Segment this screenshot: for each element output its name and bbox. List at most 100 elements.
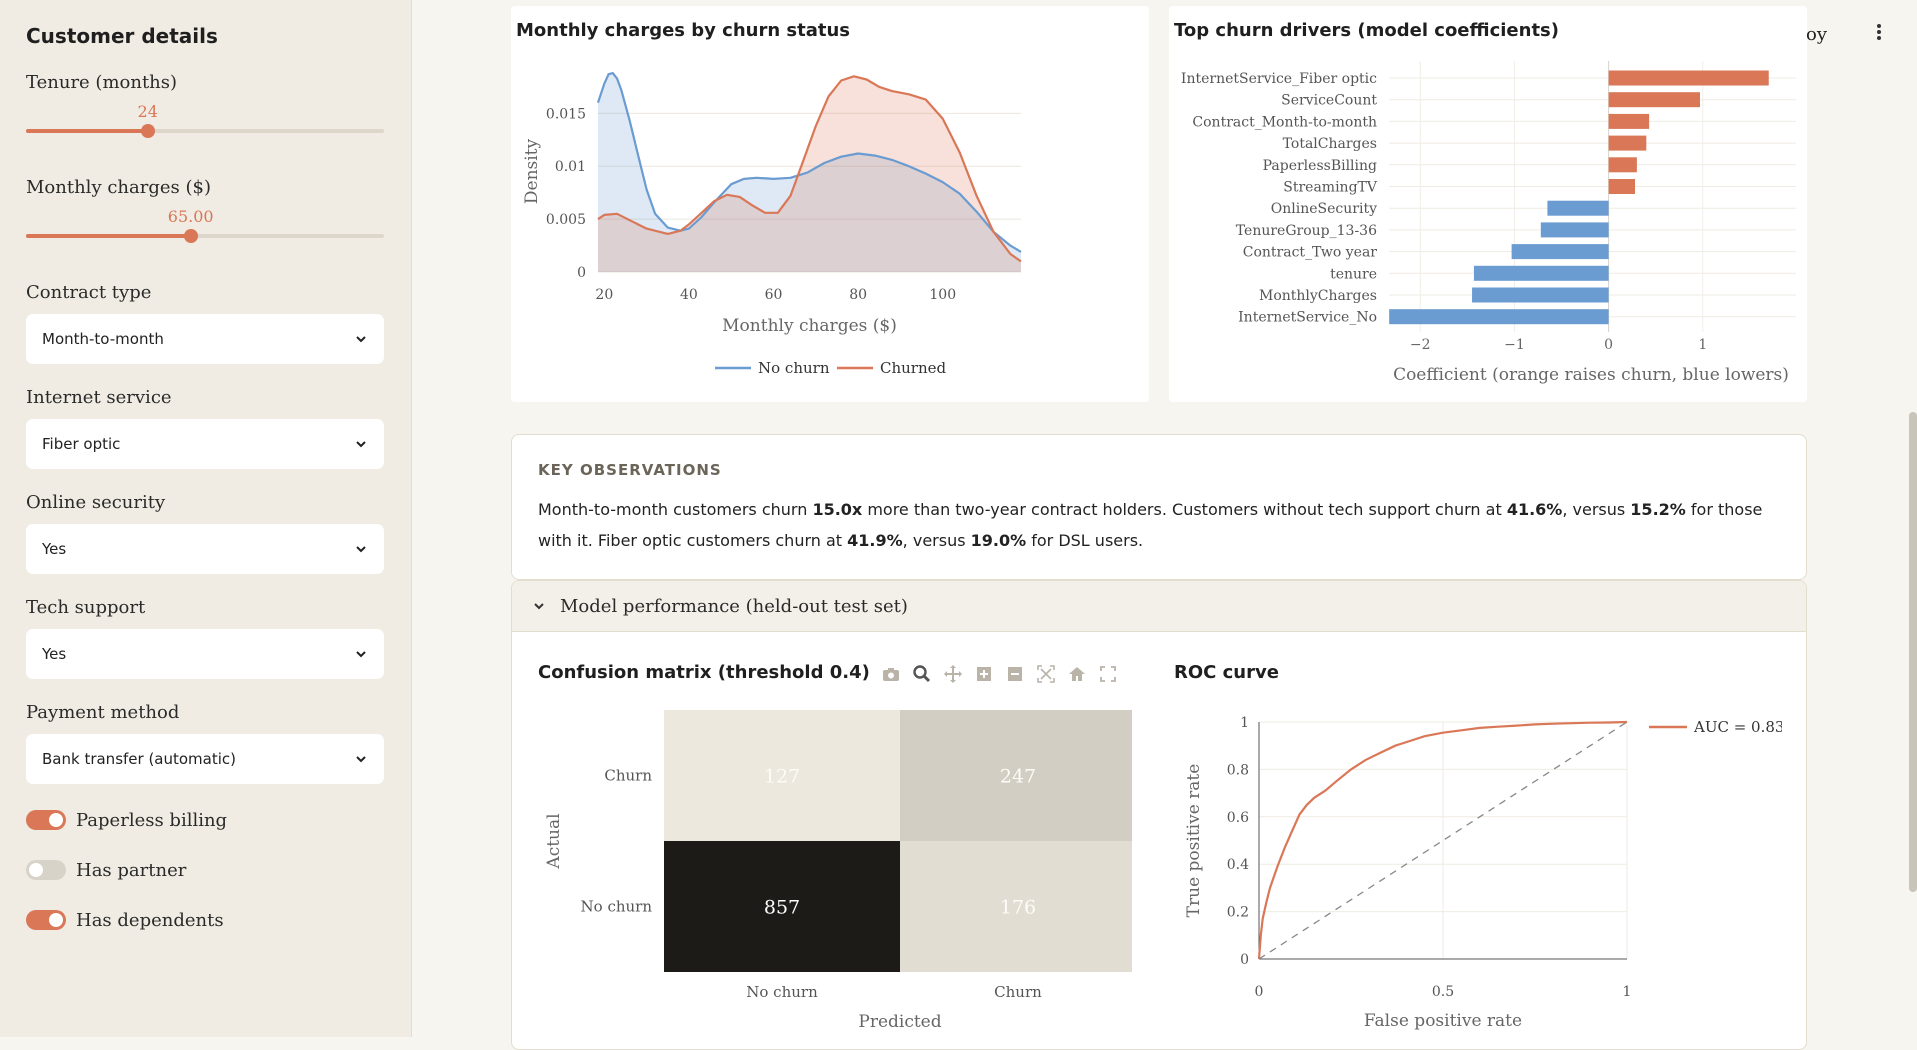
x-tick-label: −2 — [1410, 337, 1431, 353]
coefficient-chart-title: Top churn drivers (model coefficients) — [1174, 20, 1559, 41]
chevron-down-icon — [356, 441, 366, 448]
pan-icon[interactable] — [943, 664, 963, 684]
has-dependents-label: Has dependents — [76, 909, 224, 931]
internet-service-value: Fiber optic — [42, 435, 121, 453]
y-tick-label: 0.01 — [555, 159, 586, 175]
y-category-label: Churn — [604, 767, 652, 785]
category-label: ServiceCount — [1281, 93, 1377, 109]
x-axis-label: Monthly charges ($) — [722, 316, 897, 336]
cell-value: 176 — [1000, 897, 1036, 919]
slider-thumb[interactable] — [140, 124, 155, 138]
x-tick-label: 80 — [849, 287, 867, 303]
category-label: StreamingTV — [1283, 180, 1378, 196]
y-tick-label: 0.6 — [1227, 810, 1249, 826]
coefficient-bar — [1608, 157, 1637, 173]
coefficient-chart[interactable]: −2 −1 0 1 InternetService_Fiber optic Service… — [1169, 6, 1807, 402]
category-label: TenureGroup_13-36 — [1236, 223, 1377, 239]
monthly-charges-label: Monthly charges ($) — [26, 177, 211, 198]
y-tick-label: 0 — [1240, 952, 1249, 968]
autoscale-icon[interactable] — [1036, 664, 1056, 684]
scrollbar[interactable] — [1909, 412, 1917, 892]
y-category-label: No churn — [581, 898, 653, 916]
has-partner-toggle[interactable] — [26, 860, 66, 880]
kebab-menu-icon[interactable] — [1877, 22, 1883, 42]
zoom-out-icon[interactable] — [1005, 664, 1025, 684]
x-tick-label: 0 — [1604, 337, 1613, 353]
slider-fill — [26, 234, 191, 238]
tenure-slider[interactable]: 24 — [26, 102, 384, 138]
payment-method-select[interactable]: Bank transfer (automatic) — [26, 734, 384, 784]
y-tick-label: 0.2 — [1227, 905, 1249, 921]
y-tick-label: 0 — [577, 265, 586, 281]
paperless-billing-toggle[interactable] — [26, 810, 66, 830]
roc-curve-chart[interactable]: 0 0.2 0.4 0.6 0.8 1 0 0.5 1 AUC = 0.833 False posi… — [1152, 631, 1782, 1050]
contract-type-value: Month-to-month — [42, 330, 164, 348]
coefficient-bar — [1547, 200, 1609, 216]
x-axis-label: Predicted — [858, 1012, 941, 1032]
coefficient-bar — [1608, 135, 1647, 151]
model-performance-expander: Model performance (held-out test set) Co… — [511, 580, 1807, 1050]
category-label: TotalCharges — [1283, 136, 1377, 152]
slider-fill — [26, 129, 148, 133]
zoom-in-icon[interactable] — [974, 664, 994, 684]
x-tick-label: 60 — [765, 287, 783, 303]
zoom-icon[interactable] — [912, 664, 932, 684]
internet-service-label: Internet service — [26, 387, 172, 408]
series-line-1 — [597, 75, 1022, 263]
chevron-down-icon — [356, 336, 366, 343]
has-partner-toggle-row[interactable]: Has partner — [26, 858, 186, 882]
monthly-charges-value: 65.00 — [167, 207, 214, 226]
home-icon[interactable] — [1067, 664, 1087, 684]
cell-value: 247 — [1000, 766, 1036, 788]
slider-thumb[interactable] — [183, 229, 198, 243]
toggle-knob — [29, 863, 43, 877]
fullscreen-icon[interactable] — [1098, 664, 1118, 684]
confusion-matrix-title: Confusion matrix (threshold 0.4) — [538, 662, 870, 683]
coefficient-bar — [1608, 92, 1700, 108]
coefficient-bar — [1473, 265, 1609, 281]
category-label: InternetService_Fiber optic — [1181, 71, 1377, 87]
has-partner-label: Has partner — [76, 859, 187, 881]
coefficient-bar — [1608, 113, 1650, 129]
paperless-billing-toggle-row[interactable]: Paperless billing — [26, 808, 227, 832]
confusion-matrix-chart[interactable]: 127 247 857 176 Churn No churn No churn Churn Pr… — [512, 631, 1132, 1050]
x-category-label: No churn — [746, 983, 818, 1001]
density-chart-title: Monthly charges by churn status — [516, 20, 851, 41]
observations-text: Month-to-month customers churn 15.0x mor… — [538, 500, 1763, 550]
x-tick-label: 100 — [929, 287, 956, 303]
y-tick-label: 1 — [1240, 715, 1249, 731]
expander-header[interactable]: Model performance (held-out test set) — [512, 581, 1806, 632]
chevron-down-icon — [356, 651, 366, 658]
monthly-charges-slider[interactable]: 65.00 — [26, 207, 384, 243]
observations-heading: KEY OBSERVATIONS — [538, 461, 722, 479]
coefficient-bar — [1608, 179, 1635, 194]
category-label: PaperlessBilling — [1263, 158, 1377, 174]
camera-icon[interactable] — [881, 664, 901, 684]
online-security-value: Yes — [42, 540, 67, 558]
coefficient-bar — [1472, 287, 1609, 303]
y-tick-label: 0.4 — [1227, 857, 1249, 873]
contract-type-label: Contract type — [26, 282, 152, 303]
tenure-value: 24 — [137, 102, 158, 121]
toggle-knob — [49, 913, 63, 927]
density-chart[interactable]: 0 0.005 0.01 0.015 20 40 60 80 100 Monthly charge… — [511, 6, 1149, 402]
category-label: InternetService_No — [1238, 310, 1377, 326]
tech-support-label: Tech support — [26, 597, 146, 618]
online-security-select[interactable]: Yes — [26, 524, 384, 574]
tech-support-select[interactable]: Yes — [26, 629, 384, 679]
has-dependents-toggle-row[interactable]: Has dependents — [26, 908, 224, 932]
y-axis-label: True positive rate — [1184, 764, 1204, 918]
coefficient-bar — [1540, 222, 1609, 238]
matrix-cell — [664, 710, 900, 841]
contract-type-select[interactable]: Month-to-month — [26, 314, 384, 364]
roc-curve-line — [1257, 720, 1628, 960]
density-chart-card: Monthly charges by churn status 0 0.005 0.… — [511, 6, 1149, 402]
cell-value: 127 — [764, 766, 800, 788]
coefficient-chart-card: Top churn drivers (model coefficients) −… — [1169, 6, 1807, 402]
has-dependents-toggle[interactable] — [26, 910, 66, 930]
legend-label: Churned — [880, 359, 947, 377]
x-category-label: Churn — [994, 983, 1042, 1001]
chevron-down-icon — [356, 756, 366, 763]
coefficient-bar — [1608, 70, 1769, 86]
internet-service-select[interactable]: Fiber optic — [26, 419, 384, 469]
